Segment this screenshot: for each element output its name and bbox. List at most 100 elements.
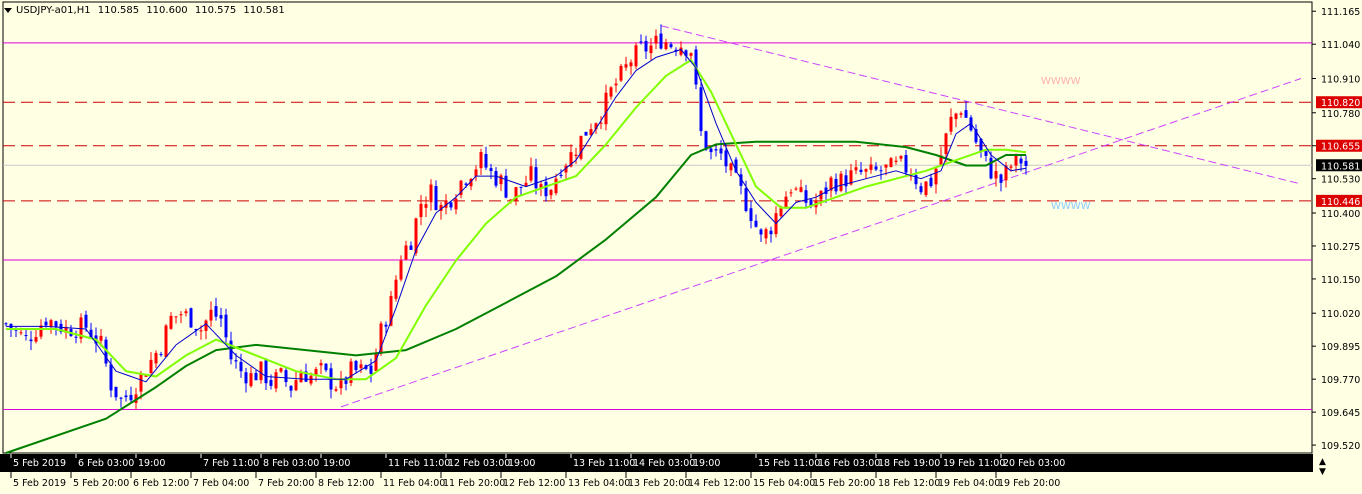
time-label-bottom: 15 Feb 20:00 <box>813 478 875 489</box>
chart-header: USDJPY-a01,H1 110.585 110.600 110.575 11… <box>16 5 289 16</box>
candle-up <box>1014 154 1018 166</box>
candle-down <box>964 110 968 118</box>
candle-up <box>479 152 483 169</box>
y-tick-label: 111.165 <box>1321 7 1360 18</box>
candle-up <box>49 320 53 327</box>
candle-down <box>464 183 468 185</box>
candle-down <box>344 377 348 384</box>
candle-down <box>759 229 763 235</box>
candle-up <box>474 169 478 177</box>
y-tick-label: 110.780 <box>1321 109 1360 120</box>
candle-up <box>79 317 83 339</box>
time-label-top: 19:00 <box>693 458 720 469</box>
candle-up <box>729 163 733 171</box>
candle-up <box>259 361 263 381</box>
candle-down <box>449 202 453 208</box>
time-label-top: 12 Feb 03:00 <box>448 458 510 469</box>
candle-up <box>419 203 423 218</box>
level-price-tag-label: 110.820 <box>1321 98 1360 109</box>
time-label-bottom: 5 Feb 2019 <box>13 478 66 489</box>
candle-down <box>384 324 388 327</box>
candle-up <box>529 166 533 181</box>
time-label-top: 19 Feb 11:00 <box>943 458 1005 469</box>
candle-down <box>769 230 773 235</box>
candle-up <box>554 178 558 194</box>
candle-up <box>539 184 543 189</box>
time-label-bottom: 7 Feb 04:00 <box>193 478 249 489</box>
level-price-tag <box>1316 139 1362 152</box>
scroll-arrows-icon[interactable]: ▲ ▼ <box>1319 457 1326 477</box>
candle-up <box>604 92 608 125</box>
candle-down <box>89 329 93 338</box>
candle-down <box>109 364 113 391</box>
candle-up <box>679 47 683 55</box>
time-label-top: 18 Feb 19:00 <box>878 458 940 469</box>
candle-up <box>764 229 768 239</box>
candle-down <box>494 171 498 186</box>
candle-up <box>939 155 943 165</box>
candle-down <box>254 372 258 381</box>
time-label-top: 7 Feb 11:00 <box>203 458 259 469</box>
y-tick-label: 110.275 <box>1321 242 1360 253</box>
candle-down <box>219 315 223 319</box>
time-label-bottom: 19 Feb 04:00 <box>938 478 1000 489</box>
candle-down <box>999 174 1003 183</box>
plot-frame <box>2 1 1313 454</box>
candle-down <box>409 245 413 250</box>
candle-up <box>864 169 868 172</box>
candle-up <box>279 368 283 372</box>
candle-down <box>704 131 708 150</box>
candle-down <box>44 321 48 326</box>
candle-up <box>854 167 858 171</box>
candle-up <box>819 190 823 200</box>
close-value: 110.581 <box>243 5 285 16</box>
candle-up <box>179 314 183 316</box>
candle-down <box>1019 158 1023 164</box>
candle-down <box>914 175 918 185</box>
candle-up <box>799 187 803 192</box>
candle-up <box>454 198 458 210</box>
candle-up <box>884 164 888 168</box>
candle-up <box>64 326 68 333</box>
candle-up <box>649 45 653 54</box>
candle-down <box>639 41 643 43</box>
candle-up <box>609 87 613 97</box>
candle-down <box>289 385 293 391</box>
y-tick-label: 110.530 <box>1321 175 1360 186</box>
candle-down <box>224 314 228 338</box>
time-label-bottom: 5 Feb 20:00 <box>73 478 129 489</box>
candle-down <box>264 360 268 384</box>
candle-up <box>509 199 513 201</box>
candle-down <box>719 148 723 154</box>
candle-down <box>984 151 988 156</box>
candle-up <box>549 189 553 196</box>
candle-down <box>84 314 88 328</box>
candle-down <box>559 174 563 176</box>
candle-up <box>889 158 893 168</box>
candle-down <box>324 363 328 371</box>
candle-down <box>234 360 238 362</box>
fast-moving-average <box>6 49 1027 383</box>
y-tick-label: 110.400 <box>1321 209 1360 220</box>
slow-moving-average <box>5 140 1026 454</box>
time-label-top: 5 Feb 2019 <box>13 458 66 469</box>
candle-up <box>849 170 853 185</box>
candle-up <box>924 181 928 196</box>
chart-menu-arrow-icon[interactable] <box>4 8 12 13</box>
candle-up <box>779 206 783 217</box>
candle-up <box>164 325 168 357</box>
candle-up <box>319 363 323 366</box>
candle-up <box>829 177 833 191</box>
candle-down <box>24 335 28 337</box>
candle-down <box>904 155 908 173</box>
candle-up <box>359 364 363 369</box>
candle-down <box>669 44 673 48</box>
time-axis-bar <box>0 454 1313 472</box>
candle-down <box>974 129 978 143</box>
candle-up <box>399 260 403 280</box>
candle-up <box>339 378 343 389</box>
trend-line <box>340 78 1302 408</box>
candle-up <box>949 116 953 132</box>
candle-down <box>54 321 58 327</box>
